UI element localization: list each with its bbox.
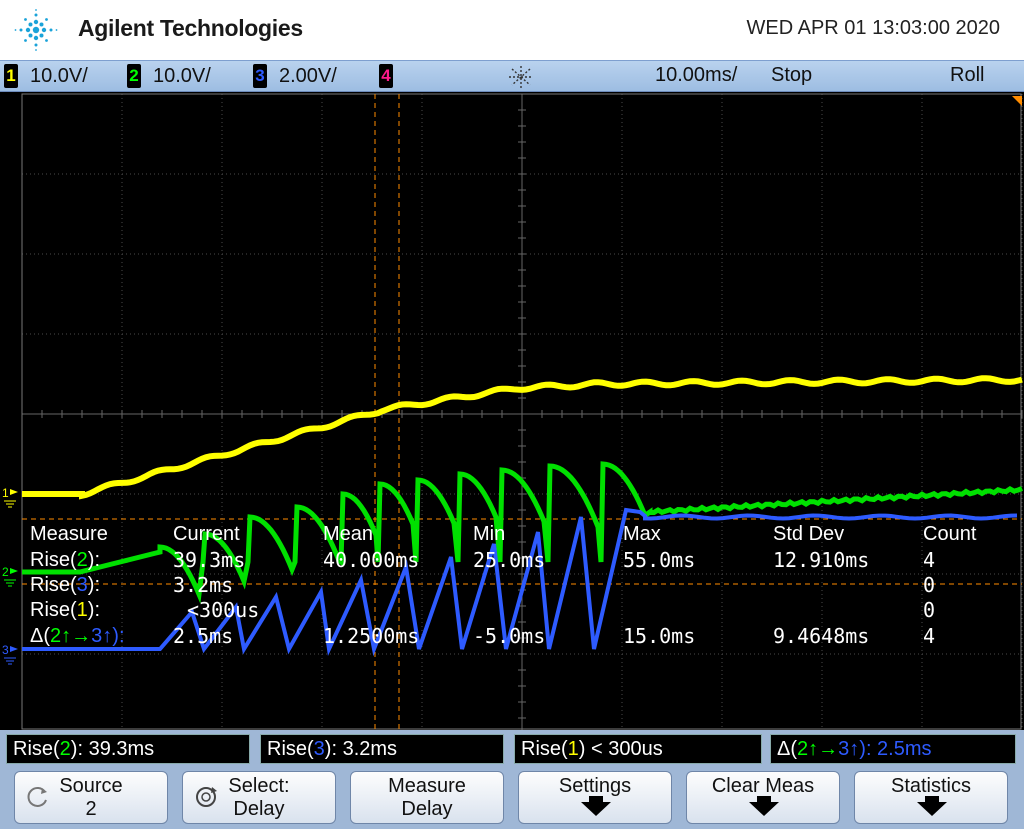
- channel-status-bar: 1 10.0V/ 2 10.0V/ 3 2.00V/ 4 10.00ms/ Stop …: [0, 60, 1024, 92]
- measure-delay-softkey[interactable]: Measure Delay: [350, 771, 504, 824]
- channel-2-scale: 10.0V/: [153, 65, 211, 87]
- meas-cell: 2.5ms: [173, 624, 234, 648]
- submenu-arrow-icon: [581, 802, 611, 816]
- trigger-marker-icon: [1012, 96, 1022, 106]
- agilent-logo-icon: [14, 9, 58, 51]
- meas-cell: 40.000ms: [323, 548, 420, 572]
- meas-row-label: Rise(1):: [30, 599, 101, 621]
- knob-icon: [27, 787, 47, 807]
- ch2-ground-marker: 2: [2, 565, 9, 579]
- meas-cell: -5.0ms: [473, 624, 546, 648]
- channel-2-status[interactable]: 2 10.0V/: [127, 64, 211, 88]
- channel-2-badge: 2: [127, 64, 141, 88]
- ch3-ground-marker: 3: [2, 643, 9, 657]
- meas-cell: 15.0ms: [623, 624, 696, 648]
- channel-3-badge: 3: [253, 64, 267, 88]
- meas-cell: 25.0ms: [473, 548, 546, 572]
- meas-row-label: Rise(2):: [30, 549, 101, 571]
- meas-cell: 3.2ms: [173, 573, 234, 597]
- select-value: Delay: [233, 798, 285, 820]
- softkey-bar: Source 2 Select: Delay Measure Delay Set…: [0, 768, 1024, 829]
- source-softkey[interactable]: Source 2: [14, 771, 168, 824]
- channel-1-scale: 10.0V/: [30, 65, 88, 87]
- trigger-icon[interactable]: [508, 65, 534, 89]
- meas-cell: 1.2500ms: [323, 624, 420, 648]
- run-state: Stop: [771, 64, 813, 86]
- meas-header-measure: Measure: [30, 523, 108, 545]
- submenu-arrow-icon: [749, 802, 779, 816]
- meas-cell: 4: [923, 548, 936, 572]
- channel-3-scale: 2.00V/: [279, 65, 337, 87]
- ch1-ground-marker: 1: [2, 486, 9, 500]
- select-softkey[interactable]: Select: Delay: [182, 771, 336, 824]
- meas-header-current: Current: [173, 523, 240, 545]
- meas-header-min: Min: [473, 523, 506, 545]
- ground-icon: [4, 500, 16, 508]
- ground-icon: [4, 579, 16, 587]
- datetime: WED APR 01 13:03:00 2020: [746, 17, 1001, 39]
- meas-header-count: Count: [923, 523, 977, 545]
- channel-1-badge: 1: [4, 64, 18, 88]
- source-label: Source: [59, 775, 123, 797]
- source-value: 2: [85, 798, 97, 820]
- channel-3-status[interactable]: 3 2.00V/: [253, 64, 337, 88]
- meas-cell: 39.3ms: [173, 548, 246, 572]
- meas-cell: 55.0ms: [623, 548, 696, 572]
- statistics-label: Statistics: [890, 775, 972, 797]
- waveform-display[interactable]: 1 2 3 Measure Current Mean Min Max Std Dev…: [0, 92, 1024, 730]
- submenu-arrow-icon: [925, 796, 939, 803]
- ch3-waveform: [22, 507, 1018, 657]
- meas-cell: 0: [923, 598, 936, 622]
- brand-name: Agilent Technologies: [78, 15, 303, 41]
- meas-header-mean: Mean: [323, 523, 374, 545]
- channel-4-badge: 4: [379, 64, 393, 88]
- ch2-waveform: [22, 461, 1023, 604]
- meas-cell: <300us: [187, 598, 260, 622]
- timebase[interactable]: 10.00ms/: [655, 64, 738, 86]
- readout-rise-ch1: Rise(1) < 300us: [514, 734, 762, 764]
- select-label: Select:: [228, 775, 290, 797]
- readout-rise-ch3: Rise(3): 3.2ms: [260, 734, 504, 764]
- meas-header-max: Max: [623, 523, 661, 545]
- meas-cell: 4: [923, 624, 936, 648]
- meas-row-label: Rise(3):: [30, 574, 101, 596]
- clear-meas-label: Clear Meas: [711, 775, 815, 797]
- header: Agilent Technologies WED APR 01 13:03:00…: [0, 0, 1024, 60]
- ground-icon: [4, 657, 16, 665]
- graticule-border: [21, 93, 1022, 730]
- channel-1-status[interactable]: 1 10.0V/: [4, 64, 88, 88]
- submenu-arrow-icon: [757, 796, 771, 803]
- meas-cell: 0: [923, 573, 936, 597]
- acquisition-mode: Roll: [950, 64, 985, 86]
- submenu-arrow-icon: [589, 796, 603, 803]
- statistics-softkey[interactable]: Statistics: [854, 771, 1008, 824]
- submenu-arrow-icon: [917, 802, 947, 816]
- readout-delay: Δ(2↑→3↑): 2.5ms: [770, 734, 1016, 764]
- measure-label: Measure: [388, 775, 466, 797]
- clear-meas-softkey[interactable]: Clear Meas: [686, 771, 840, 824]
- ch1-ground-marker-icon: [10, 489, 18, 495]
- ch3-ground-marker-icon: [10, 646, 18, 652]
- meas-cell: 12.910ms: [773, 548, 870, 572]
- channel-4-status[interactable]: 4: [379, 64, 393, 88]
- measure-value: Delay: [401, 798, 453, 820]
- meas-cell: 9.4648ms: [773, 624, 870, 648]
- ch1-waveform: [22, 375, 1023, 500]
- settings-label: Settings: [558, 775, 632, 797]
- readout-rise-ch2: Rise(2): 39.3ms: [6, 734, 250, 764]
- knob-icon: [196, 787, 217, 807]
- measurement-readouts: Rise(2): 39.3ms Rise(3): 3.2ms Rise(1) <…: [0, 730, 1024, 768]
- meas-row-label: Δ(2↑→3↑):: [30, 625, 125, 647]
- waveform-canvas: 1 2 3: [2, 93, 1023, 730]
- meas-header-stddev: Std Dev: [773, 523, 845, 545]
- ch2-ground-marker-icon: [10, 568, 18, 574]
- settings-softkey[interactable]: Settings: [518, 771, 672, 824]
